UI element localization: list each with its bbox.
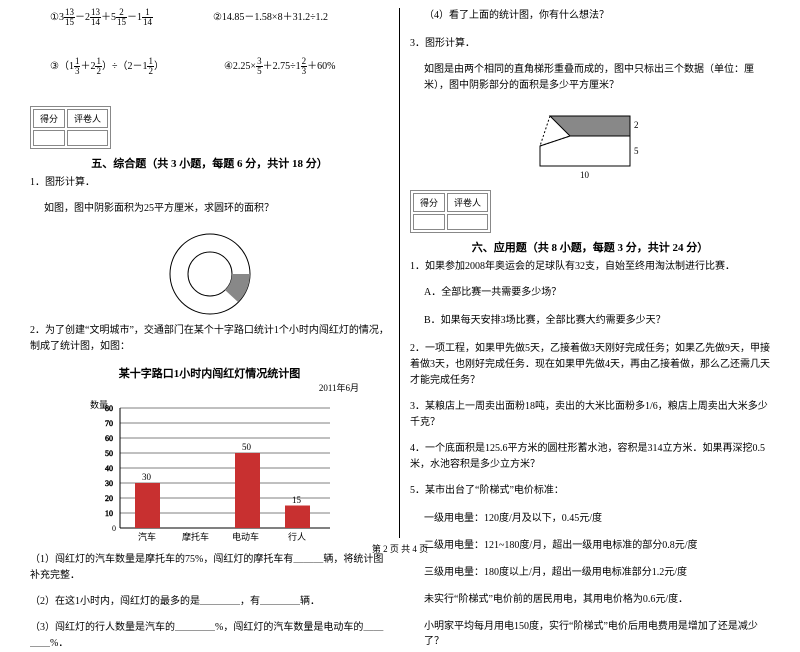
q6-1b: B．如果每天安排3场比赛，全部比赛大约需要多少天？ <box>424 313 770 329</box>
marker-cell-6 <box>447 214 488 230</box>
bar-ped-label: 15 <box>292 495 302 505</box>
q6-1: 1．如果参加2008年奥运会的足球队有32支，自始至终用淘汰制进行比赛． <box>410 259 770 275</box>
bar-ebike-label: 50 <box>242 442 252 452</box>
q6-5: 5．某市出台了“阶梯式”电价标准： <box>410 483 770 499</box>
q5-2-3: （3）闯红灯的行人数量是汽车的＿＿＿＿%，闯红灯的汽车数量是电动车的＿＿＿＿%． <box>30 620 389 652</box>
section6-header: 得分评卷人 <box>410 190 770 233</box>
q3-sub: 如图是由两个相同的直角梯形重叠而成的，图中只标出三个数据（单位：厘米），图中阴影… <box>424 62 770 94</box>
eq1: ①31315－21314＋5215－1114 <box>50 8 153 27</box>
marker-label-6: 评卷人 <box>447 193 488 212</box>
q6-4: 4．一个底面积是125.6平方米的圆柱形蓄水池，容积是314立方米．如果再深挖0… <box>410 441 770 473</box>
bar-ebike <box>235 453 260 528</box>
q5-1-sub: 如图，图中阴影面积为25平方厘米，求圆环的面积？ <box>44 201 389 217</box>
q6-5a: 一级用电量：120度/月及以下，0.45元/度 <box>424 509 770 524</box>
equation-row-2: ③（113＋212）÷（2－112） ④2.25×35＋2.75÷123＋60% <box>50 57 389 76</box>
svg-text:10: 10 <box>105 509 113 518</box>
svg-text:40: 40 <box>105 464 113 473</box>
page-container: ①31315－21314＋5215－1114 ②14.85－1.58×8＋31.… <box>20 8 780 538</box>
equation-row-1: ①31315－21314＋5215－1114 ②14.85－1.58×8＋31.… <box>50 8 389 27</box>
score-box-5: 得分评卷人 <box>30 106 111 149</box>
q5-2-2: （2）在这1小时内，闯红灯的最多的是＿＿＿＿，有＿＿＿＿辆． <box>30 594 389 610</box>
chart-date: 2011年6月 <box>30 381 359 394</box>
trap-outline <box>540 136 630 166</box>
xlabel-1: 摩托车 <box>182 531 209 542</box>
bar-car-label: 30 <box>142 472 152 482</box>
bar-ped <box>285 506 310 529</box>
ring-figure <box>150 229 270 319</box>
score-cell <box>33 130 65 146</box>
trap-a: 2 <box>634 120 639 130</box>
score-cell-6 <box>413 214 445 230</box>
trap-c: 10 <box>580 170 590 180</box>
q6-2: 2．一项工程，如果甲先做5天，乙接着做3天刚好完成任务；如果乙先做9天，甲接着做… <box>410 341 770 389</box>
eq2: ②14.85－1.58×8＋31.2÷1.2 <box>213 8 328 27</box>
marker-label: 评卷人 <box>67 109 108 128</box>
q6-3: 3．某粮店上一周卖出面粉18吨，卖出的大米比面粉多1/6，粮店上周卖出大米多少千… <box>410 399 770 431</box>
eq4: ④2.25×35＋2.75÷123＋60% <box>224 57 335 76</box>
q5-2-1: （1）闯红灯的汽车数量是摩托车的75%，闯红灯的摩托车有＿＿＿辆，将统计图补充完… <box>30 552 389 584</box>
trap-b: 5 <box>634 146 639 156</box>
q6-1a: A．全部比赛一共需要多少场？ <box>424 285 770 301</box>
svg-text:30: 30 <box>105 479 113 488</box>
section5-header: 得分评卷人 <box>30 106 389 149</box>
svg-text:0: 0 <box>112 524 116 533</box>
svg-text:60: 60 <box>105 434 113 443</box>
q6-5c: 三级用电量：180度以上/月，超出一级用电标准部分1.2元/度 <box>424 563 770 578</box>
trap-shade <box>550 116 630 136</box>
score-label-6: 得分 <box>413 193 445 212</box>
trapezoid-figure: 2 5 10 <box>520 106 660 186</box>
bar-chart: 数量 10 20 30 40 50 60 70 80 0 30 50 15 <box>80 398 340 548</box>
q5-1: 1．图形计算． <box>30 175 389 191</box>
svg-text:70: 70 <box>105 419 113 428</box>
q2-4: （4）看了上面的统计图，你有什么想法？ <box>424 8 770 24</box>
q6-5d: 未实行“阶梯式”电价前的居民用电，其用电价格为0.6元/度． <box>424 590 770 605</box>
bar-car <box>135 483 160 528</box>
q6-5e: 小明家平均每月用电150度，实行“阶梯式”电价后用电费用是增加了还是减少了？ <box>424 617 770 647</box>
q3: 3．图形计算． <box>410 36 770 52</box>
section5-title: 五、综合题（共 3 小题，每题 6 分，共计 18 分） <box>30 155 389 171</box>
xlabel-2: 电动车 <box>232 531 259 542</box>
score-box-6: 得分评卷人 <box>410 190 491 233</box>
svg-text:80: 80 <box>105 404 113 413</box>
section6-title: 六、应用题（共 8 小题，每题 3 分，共计 24 分） <box>410 239 770 255</box>
left-column: ①31315－21314＋5215－1114 ②14.85－1.58×8＋31.… <box>20 8 400 538</box>
q5-2: 2．为了创建“文明城市”，交通部门在某个十字路口统计1个小时内闯红灯的情况，制成… <box>30 323 389 355</box>
right-column: （4）看了上面的统计图，你有什么想法？ 3．图形计算． 如图是由两个相同的直角梯… <box>400 8 780 538</box>
marker-cell <box>67 130 108 146</box>
xlabel-0: 汽车 <box>138 531 156 542</box>
xlabel-3: 行人 <box>288 531 306 542</box>
q6-5b: 二级用电量：121~180度/月，超出一级用电标准的部分0.8元/度 <box>424 536 770 551</box>
svg-text:50: 50 <box>105 449 113 458</box>
svg-text:20: 20 <box>105 494 113 503</box>
score-label: 得分 <box>33 109 65 128</box>
chart-title: 某十字路口1小时内闯红灯情况统计图 <box>30 365 389 381</box>
eq3: ③（113＋212）÷（2－112） <box>50 57 164 76</box>
